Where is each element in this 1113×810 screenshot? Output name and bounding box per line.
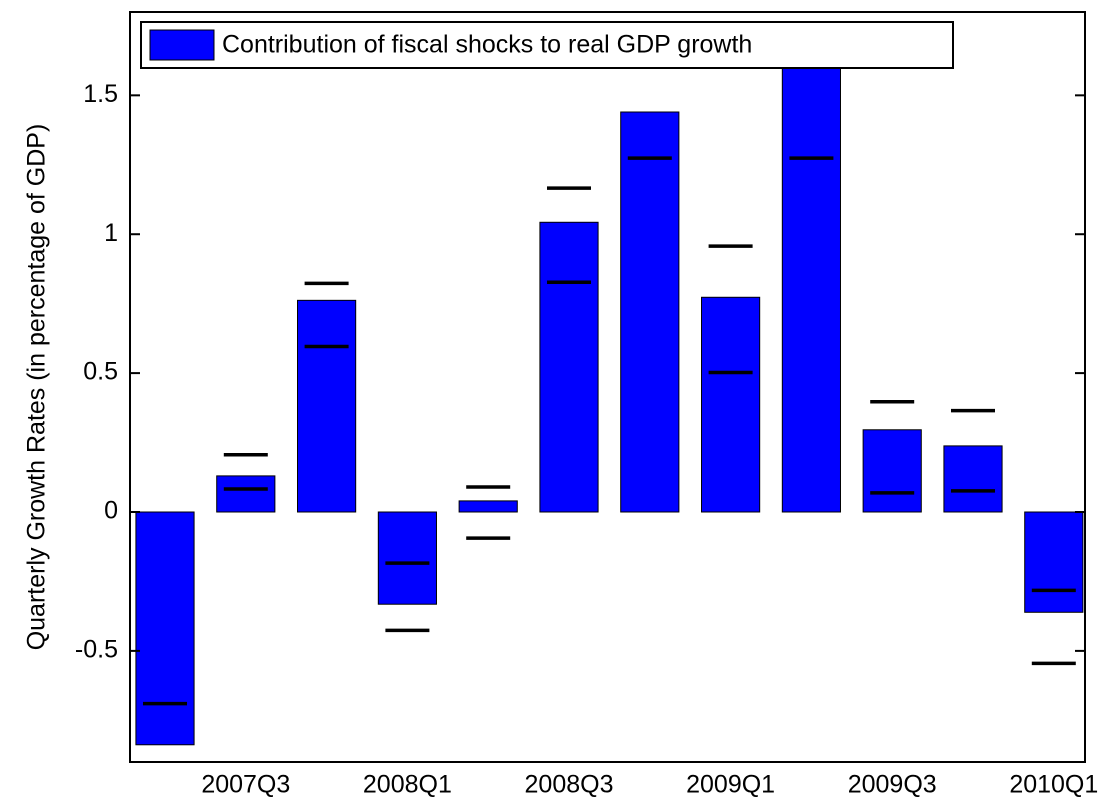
y-axis-label: Quarterly Growth Rates (in percentage of… — [23, 124, 51, 651]
legend: Contribution of fiscal shocks to real GD… — [140, 21, 954, 69]
y-tick-label: 1 — [104, 219, 118, 247]
y-tick-label: 0.5 — [83, 358, 118, 386]
plot-area — [135, 61, 1084, 746]
bar — [539, 221, 599, 513]
bar — [781, 61, 841, 513]
bar — [216, 475, 276, 513]
x-tick-label: 2008Q3 — [525, 771, 614, 799]
legend-swatch — [149, 29, 215, 61]
y-tick-label: 1.5 — [83, 80, 118, 108]
y-tick-label: 0 — [104, 497, 118, 525]
x-tick-label: 2010Q1 — [1009, 771, 1098, 799]
axes-box — [129, 11, 1086, 763]
bar — [135, 511, 195, 746]
y-tick-label: -0.5 — [75, 635, 118, 663]
x-tick-label: 2009Q1 — [686, 771, 775, 799]
x-tick-label: 2007Q3 — [201, 771, 290, 799]
bar — [943, 445, 1003, 513]
legend-box — [140, 21, 954, 69]
bar — [1024, 511, 1084, 613]
legend-label: Contribution of fiscal shocks to real GD… — [222, 31, 752, 59]
bar — [458, 500, 518, 513]
x-tick-label: 2009Q3 — [848, 771, 937, 799]
bar — [862, 429, 922, 513]
x-tick-label: 2008Q1 — [363, 771, 452, 799]
bar — [620, 111, 680, 513]
bar — [297, 299, 357, 513]
bar — [701, 296, 761, 513]
bar — [377, 511, 437, 605]
